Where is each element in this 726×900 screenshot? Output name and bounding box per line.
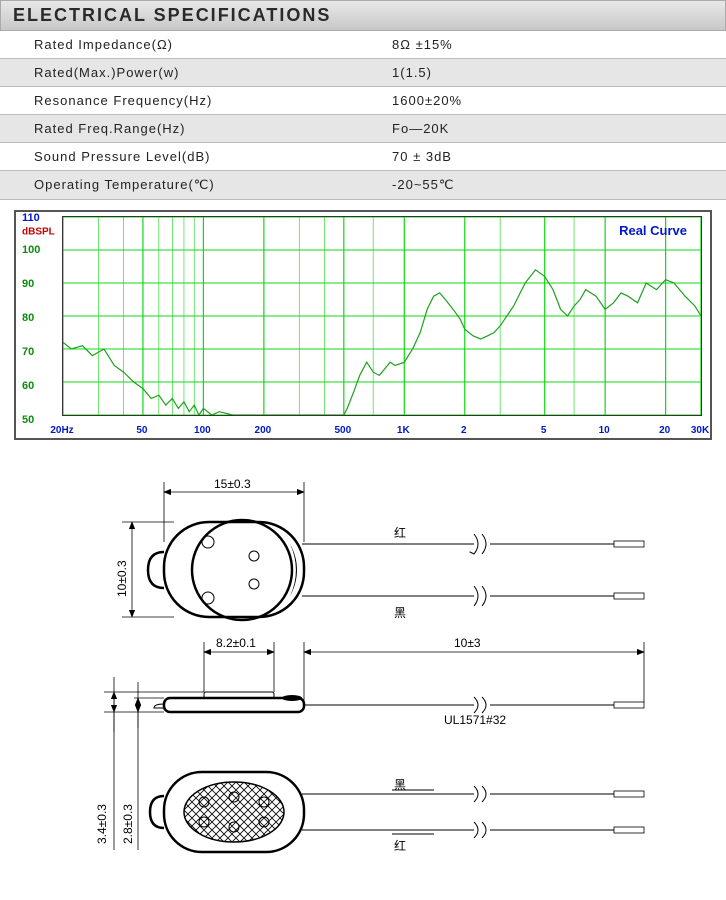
spec-label: Resonance Frequency(Hz)	[0, 87, 392, 115]
spec-value: Fo—20K	[392, 115, 726, 143]
spec-label: Sound Pressure Level(dB)	[0, 143, 392, 171]
chart-legend: Real Curve	[619, 223, 687, 238]
x-tick: 2	[461, 425, 467, 436]
wire-spec: UL1571#32	[444, 713, 506, 727]
spec-table: Rated Impedance(Ω)8Ω ±15%Rated(Max.)Powe…	[0, 31, 726, 200]
header-title: ELECTRICAL SPECIFICATIONS	[13, 5, 331, 25]
spec-row: Resonance Frequency(Hz)1600±20%	[0, 87, 726, 115]
mechanical-drawing: 15±0.3 10±0.3 红 黑	[14, 452, 712, 877]
y-tick: 90	[22, 278, 34, 290]
y-tick: 60	[22, 380, 34, 392]
x-tick: 20	[659, 425, 670, 436]
spec-row: Rated(Max.)Power(w)1(1.5)	[0, 59, 726, 87]
x-tick: 20Hz	[50, 425, 73, 436]
x-tick: 5	[541, 425, 547, 436]
dim-top: 8.2±0.1	[216, 636, 256, 650]
spec-row: Rated Impedance(Ω)8Ω ±15%	[0, 31, 726, 59]
dim-lead: 10±3	[454, 636, 481, 650]
x-tick: 30K	[691, 425, 709, 436]
wire-label-red: 红	[394, 525, 406, 540]
frequency-response-chart: 110 dBSPL Real Curve 50 60 70 80 90 100 2 5 10 20…	[14, 210, 712, 440]
x-tick: 10	[599, 425, 610, 436]
spec-row: Rated Freq.Range(Hz)Fo—20K	[0, 115, 726, 143]
x-tick: 1K	[397, 425, 410, 436]
spec-row: Sound Pressure Level(dB)70 ± 3dB	[0, 143, 726, 171]
y-tick-110: 110	[22, 212, 40, 224]
wire-label-red-2: 红	[394, 838, 406, 853]
y-tick: 100	[22, 244, 40, 256]
x-tick: 500	[334, 425, 351, 436]
spec-label: Operating Temperature(℃)	[0, 171, 392, 200]
spec-value: 70 ± 3dB	[392, 143, 726, 171]
spec-row: Operating Temperature(℃)-20~55℃	[0, 171, 726, 200]
dim-width: 15±0.3	[214, 477, 251, 491]
dim-thick2: 2.8±0.3	[121, 804, 135, 844]
spec-value: 1600±20%	[392, 87, 726, 115]
y-tick: 70	[22, 346, 34, 358]
y-unit-label: dBSPL	[22, 227, 55, 238]
section-header: ELECTRICAL SPECIFICATIONS	[0, 0, 726, 31]
x-tick: 100	[194, 425, 211, 436]
spec-label: Rated Impedance(Ω)	[0, 31, 392, 59]
wire-label-black: 黑	[394, 606, 406, 620]
y-tick: 80	[22, 312, 34, 324]
x-tick: 200	[255, 425, 272, 436]
y-tick: 50	[22, 414, 34, 426]
spec-label: Rated(Max.)Power(w)	[0, 59, 392, 87]
dim-height: 10±0.3	[115, 560, 129, 597]
spec-value: 8Ω ±15%	[392, 31, 726, 59]
x-tick: 50	[136, 425, 147, 436]
spec-value: -20~55℃	[392, 171, 726, 200]
spec-label: Rated Freq.Range(Hz)	[0, 115, 392, 143]
spec-value: 1(1.5)	[392, 59, 726, 87]
dim-thick1: 3.4±0.3	[95, 804, 109, 844]
